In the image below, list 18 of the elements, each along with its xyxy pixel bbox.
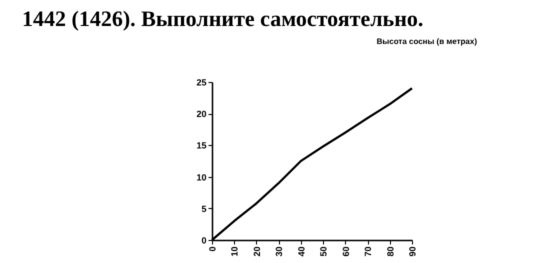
x-tick-label: 90: [408, 246, 418, 257]
x-tick-label: 70: [363, 246, 374, 257]
x-tick-label: 10: [230, 246, 240, 257]
y-tick-label: 20: [196, 109, 206, 120]
y-tick-label: 25: [196, 78, 206, 88]
y-tick-label: 15: [196, 140, 206, 151]
chart-subtitle: Высота сосны (в метрах): [376, 37, 478, 46]
x-tick-label: 80: [385, 246, 396, 257]
y-tick-label: 10: [196, 172, 206, 182]
x-tick-label: 60: [340, 246, 351, 257]
x-tick-label: 50: [318, 246, 329, 257]
y-tick-label: 5: [201, 204, 206, 214]
x-tick-label: 20: [252, 246, 262, 257]
x-tick-label: 0: [208, 246, 218, 252]
x-tick-label: 30: [274, 246, 284, 257]
chart-title: 1442 (1426). Выполните самостоятельно.: [22, 6, 424, 32]
y-tick-label: 0: [201, 236, 206, 246]
x-tick-label: 40: [296, 246, 306, 257]
